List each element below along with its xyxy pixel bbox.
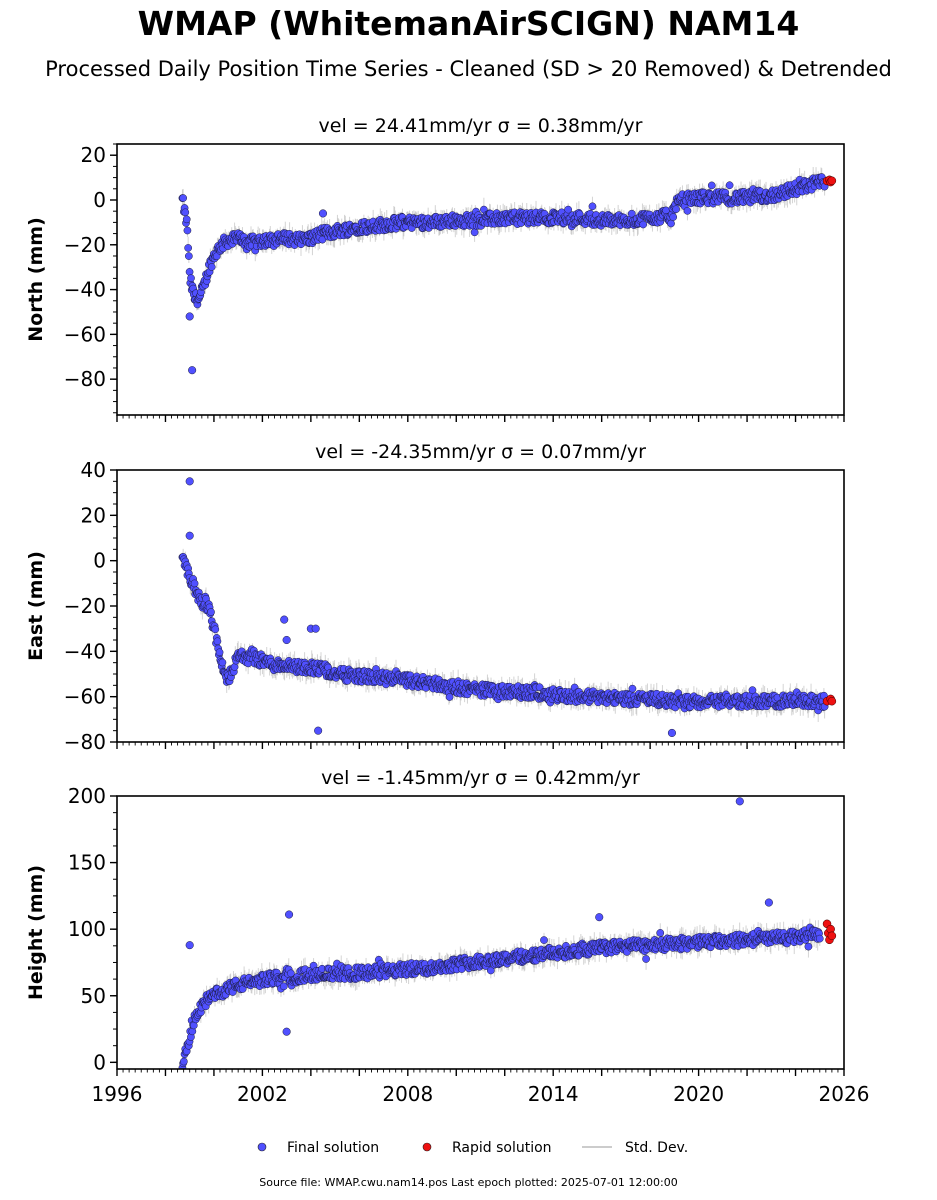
- rapid-point: [827, 176, 837, 185]
- y-tick-label: 20: [81, 143, 106, 167]
- final-point: [470, 228, 479, 237]
- final-point: [183, 226, 192, 235]
- final-point: [181, 208, 190, 217]
- outlier-point: [667, 728, 676, 737]
- final-solution-points: [178, 477, 829, 737]
- rapid-solution-points: [822, 175, 837, 187]
- outlier-point: [185, 531, 194, 540]
- plot-area: [178, 797, 837, 1069]
- final-point: [185, 252, 193, 260]
- y-axis-label: East (mm): [25, 551, 47, 661]
- final-point: [179, 194, 187, 202]
- final-point: [725, 181, 734, 190]
- y-axis-label: Height (mm): [25, 865, 47, 1000]
- rapid-point: [827, 696, 837, 706]
- outlier-point: [280, 615, 289, 624]
- y-tick-label: −20: [64, 233, 106, 257]
- final-point: [672, 205, 680, 214]
- final-point: [187, 274, 195, 283]
- y-tick-label: 0: [93, 549, 106, 573]
- final-point: [185, 268, 194, 276]
- final-point: [628, 684, 637, 693]
- panel-2: vel = -24.35mm/yr σ = 0.07mm/yr East (mm)…: [25, 441, 845, 754]
- final-point: [184, 244, 192, 252]
- final-point: [707, 181, 716, 190]
- outlier-point: [185, 312, 194, 321]
- y-axis-label: North (mm): [25, 217, 47, 342]
- final-point: [212, 252, 221, 261]
- y-tick-label: 40: [81, 458, 106, 482]
- y-tick-label: −80: [64, 730, 106, 754]
- final-point: [182, 215, 191, 224]
- panel-title: vel = 24.41mm/yr σ = 0.38mm/yr: [319, 115, 643, 137]
- final-solution-points: [178, 797, 824, 1069]
- final-point: [190, 579, 199, 588]
- final-point: [211, 625, 220, 634]
- y-tick-label: −80: [64, 367, 106, 391]
- outlier-point: [188, 366, 197, 375]
- panel-3: vel = -1.45mm/yr σ = 0.42mm/yr Height (mm…: [25, 767, 869, 1106]
- final-point: [230, 663, 239, 671]
- final-point: [588, 202, 597, 211]
- y-tick-label: −40: [64, 278, 106, 302]
- final-solution-points: [178, 173, 829, 375]
- page-subtitle: Processed Daily Position Time Series - C…: [45, 57, 892, 81]
- plot-frame: [116, 143, 845, 416]
- y-tick-label: −60: [64, 685, 106, 709]
- y-tick-label: 0: [93, 188, 106, 212]
- final-point: [213, 637, 222, 646]
- final-point: [445, 693, 454, 701]
- outlier-point: [318, 209, 328, 218]
- panel-1: vel = 24.41mm/yr σ = 0.38mm/yr North (mm)…: [25, 115, 845, 422]
- plot-area: [178, 477, 837, 737]
- final-point: [639, 220, 648, 229]
- final-point: [669, 213, 678, 221]
- outlier-point: [314, 726, 323, 735]
- outlier-point: [185, 477, 194, 486]
- page-title: WMAP (WhitemanAirSCIGN) NAM14: [137, 4, 800, 43]
- rapid-solution-points: [822, 694, 837, 706]
- final-point: [207, 263, 216, 271]
- final-point: [218, 658, 227, 667]
- y-tick-label: −20: [64, 594, 106, 618]
- panel-title: vel = -24.35mm/yr σ = 0.07mm/yr: [315, 441, 646, 463]
- final-point: [748, 686, 757, 695]
- y-tick-label: 20: [81, 503, 106, 527]
- outlier-point: [282, 635, 291, 645]
- final-point: [564, 205, 573, 214]
- plot-area: [178, 167, 837, 375]
- panel-title: vel = -1.45mm/yr σ = 0.42mm/yr: [321, 767, 640, 789]
- final-point: [215, 648, 224, 657]
- y-tick-label: −40: [64, 639, 106, 663]
- y-tick-label: −60: [64, 322, 106, 346]
- final-point: [683, 207, 692, 215]
- final-point: [667, 219, 675, 228]
- final-point: [179, 1057, 188, 1066]
- final-point: [207, 608, 215, 616]
- outlier-point: [311, 624, 320, 633]
